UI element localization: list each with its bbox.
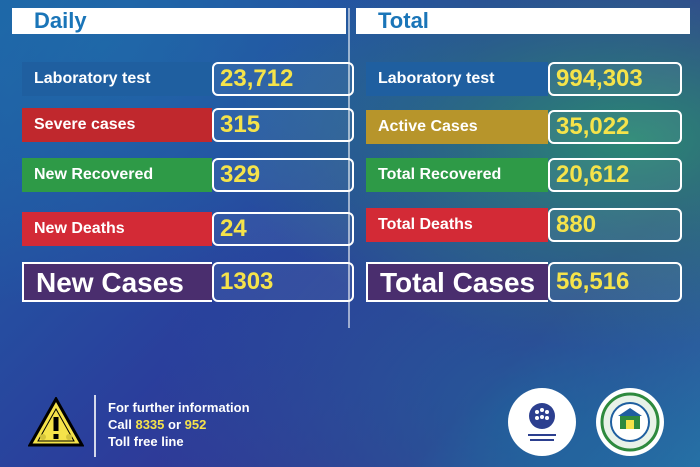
total-active-label: Active Cases	[366, 110, 548, 144]
daily-lab-test-value: 23,712	[212, 62, 354, 96]
daily-header: Daily	[12, 8, 346, 34]
daily-new-cases-value: 1303	[212, 262, 354, 302]
phone-number-2[interactable]: 952	[184, 417, 207, 432]
total-lab-test-value: 994,303	[548, 62, 682, 96]
panel-divider	[348, 8, 350, 328]
daily-severe-value: 315	[212, 108, 354, 142]
total-recovered-label: Total Recovered	[366, 158, 548, 192]
total-active-value: 35,022	[548, 110, 682, 144]
daily-lab-test-label: Laboratory test	[22, 62, 212, 96]
total-deaths-label: Total Deaths	[366, 208, 548, 242]
total-panel: Total Laboratory test 994,303 Active Cas…	[356, 0, 690, 302]
total-deaths-value: 880	[548, 208, 682, 242]
footer-divider	[94, 395, 96, 457]
daily-severe-label: Severe cases	[22, 108, 212, 142]
call-line: Call 8335 or 952	[108, 417, 207, 432]
daily-recovered-label: New Recovered	[22, 158, 212, 192]
ministry-logo-icon	[508, 388, 576, 456]
info-line: For further information	[108, 400, 250, 415]
total-lab-test-label: Laboratory test	[366, 62, 548, 96]
toll-free-line: Toll free line	[108, 434, 184, 449]
daily-deaths-value: 24	[212, 212, 354, 246]
total-header: Total	[356, 8, 690, 34]
total-cases-label: Total Cases	[366, 262, 548, 302]
daily-new-cases-label: New Cases	[22, 262, 212, 302]
total-cases-value: 56,516	[548, 262, 682, 302]
daily-recovered-value: 329	[212, 158, 354, 192]
total-recovered-value: 20,612	[548, 158, 682, 192]
daily-deaths-label: New Deaths	[22, 212, 212, 246]
footer-text: For further information Call 8335 or 952…	[108, 399, 250, 450]
phone-number-1[interactable]: 8335	[135, 417, 165, 432]
daily-panel: Daily Laboratory test 23,712 Severe case…	[12, 0, 354, 302]
warning-icon	[28, 397, 84, 447]
public-health-institute-logo-icon	[596, 388, 664, 456]
